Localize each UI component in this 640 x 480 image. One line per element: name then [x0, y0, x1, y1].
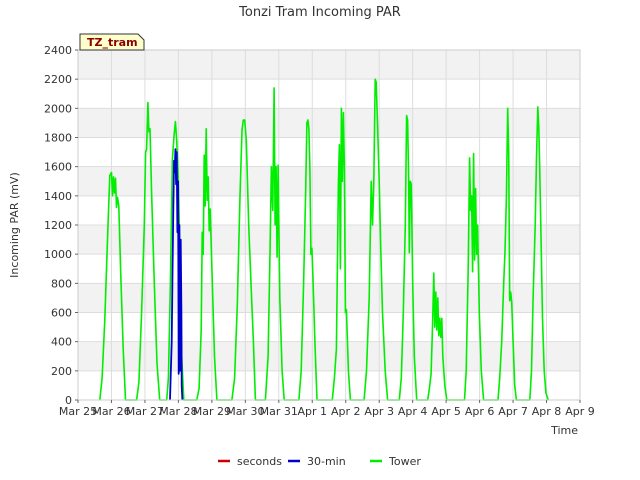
- y-axis-label: Incoming PAR (mV): [8, 172, 21, 278]
- y-tick-label: 800: [51, 277, 72, 290]
- x-tick-label: Apr 8: [532, 405, 562, 418]
- y-tick-label: 2000: [44, 102, 72, 115]
- y-tick-label: 200: [51, 365, 72, 378]
- x-axis-label: Time: [550, 424, 578, 437]
- legend-label-tower: Tower: [388, 455, 421, 468]
- site-tag-label: TZ_tram: [87, 36, 138, 49]
- x-tick-label: Mar 28: [159, 405, 197, 418]
- grid-band: [78, 50, 580, 80]
- y-tick-label: 2200: [44, 73, 72, 86]
- x-tick-label: Mar 25: [59, 405, 97, 418]
- x-tick-label: Apr 4: [398, 405, 428, 418]
- legend-label-30-min: 30-min: [307, 455, 346, 468]
- x-tick-label: Apr 6: [465, 405, 495, 418]
- grid-band: [78, 225, 580, 255]
- grid-band: [78, 341, 580, 371]
- site-tag-box: [79, 33, 145, 51]
- x-tick-label: Mar 31: [260, 405, 298, 418]
- x-tick-label: Mar 30: [226, 405, 264, 418]
- series-layer: [99, 78, 549, 401]
- y-tick-label: 1200: [44, 219, 72, 232]
- grid-band: [78, 108, 580, 138]
- x-tick-label: Apr 5: [431, 405, 461, 418]
- x-tick-label: Apr 7: [498, 405, 528, 418]
- y-tick-label: 1400: [44, 190, 72, 203]
- grid-band: [78, 283, 580, 313]
- legend: seconds 30-min Tower: [218, 455, 421, 468]
- y-tick-label: 1800: [44, 132, 72, 145]
- x-tick-label: Apr 3: [364, 405, 394, 418]
- x-tick-label: Apr 1: [298, 405, 328, 418]
- y-tick-label: 400: [51, 336, 72, 349]
- series-line-tower: [99, 78, 549, 401]
- y-tick-label: 0: [65, 394, 72, 407]
- legend-label-seconds: seconds: [237, 455, 282, 468]
- x-tick-label: Mar 26: [92, 405, 130, 418]
- y-axis: 0 200 400 600 800 1000 1200 1400 1600 1800 2000 220…: [44, 44, 78, 407]
- grid-band: [78, 166, 580, 196]
- x-tick-label: Apr 2: [331, 405, 361, 418]
- site-tag: TZ_tram: [79, 33, 145, 51]
- y-tick-label: 1000: [44, 248, 72, 261]
- x-tick-label: Apr 9: [565, 405, 595, 418]
- y-tick-label: 600: [51, 307, 72, 320]
- x-tick-label: Mar 29: [193, 405, 231, 418]
- series-line-30-min: [169, 148, 184, 401]
- y-tick-label: 1600: [44, 161, 72, 174]
- chart-title: Tonzi Tram Incoming PAR: [238, 5, 401, 20]
- y-tick-label: 2400: [44, 44, 72, 57]
- x-tick-label: Mar 27: [126, 405, 164, 418]
